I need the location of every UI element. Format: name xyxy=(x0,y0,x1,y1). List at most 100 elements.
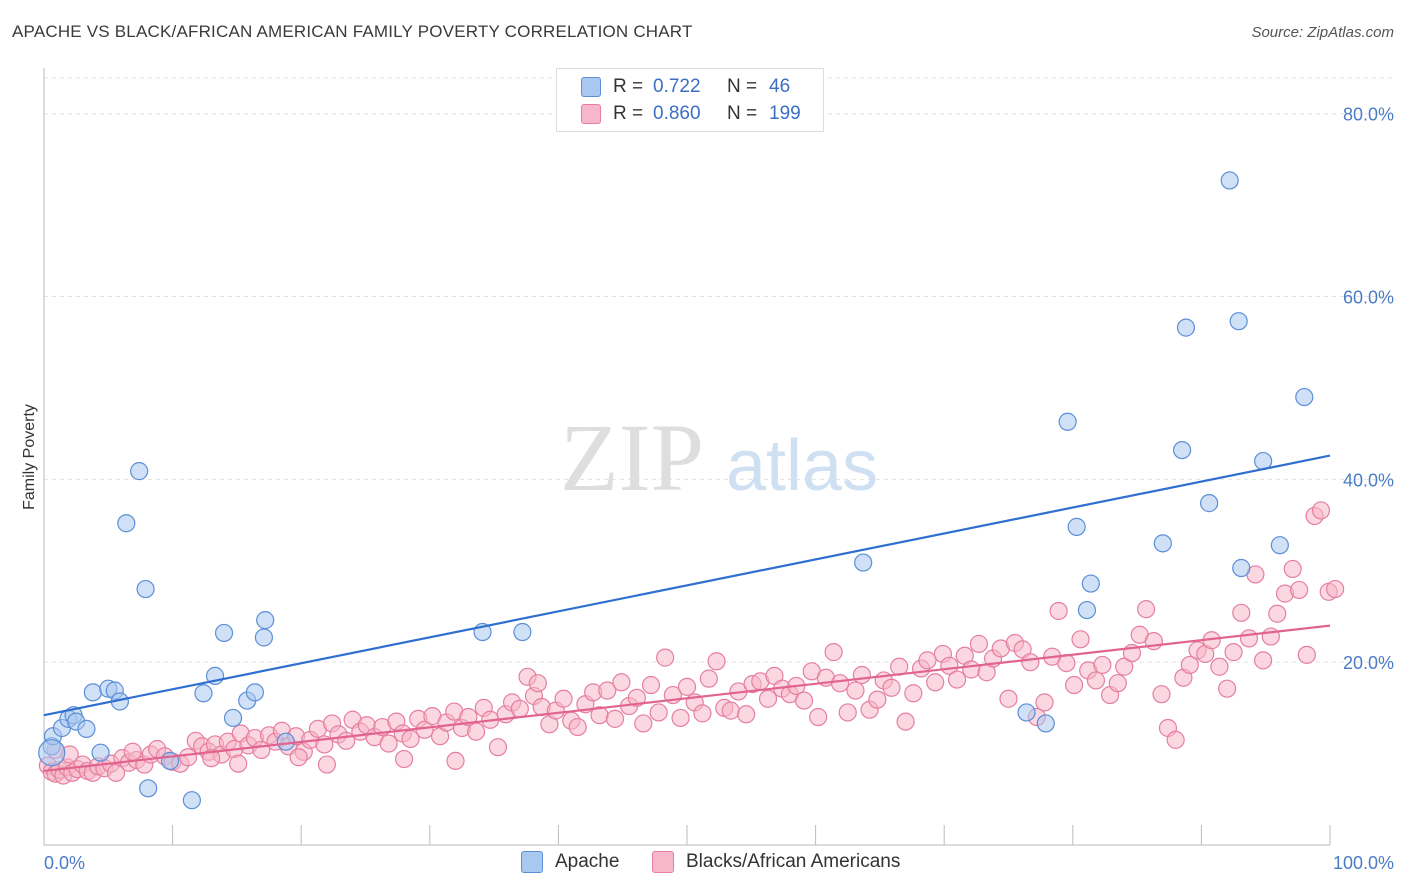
x-tick-label-max: 100.0% xyxy=(1333,853,1394,873)
apache-point xyxy=(139,779,158,798)
watermark: ZIP atlas xyxy=(560,404,878,511)
black-point xyxy=(379,734,398,753)
black-point xyxy=(641,675,661,695)
black-point xyxy=(1290,580,1309,600)
black-point xyxy=(852,665,871,685)
black-point xyxy=(598,681,617,700)
black-point xyxy=(1137,600,1156,619)
black-point xyxy=(947,670,967,689)
black-point xyxy=(446,751,465,771)
black-point xyxy=(794,691,814,710)
legend-row-black: R = 0.860 N = 199 xyxy=(581,102,801,126)
black-point xyxy=(1152,685,1171,704)
black-point xyxy=(1210,657,1229,676)
black-point xyxy=(1297,645,1316,664)
black-point xyxy=(634,714,653,733)
apache-point xyxy=(77,719,96,739)
black-point xyxy=(1232,603,1251,622)
legend-item-black[interactable]: Blacks/African Americans xyxy=(652,851,900,873)
legend-r-value: 0.860 xyxy=(653,103,701,124)
black-point xyxy=(488,738,508,757)
black-point xyxy=(649,703,668,722)
watermark-atlas: atlas xyxy=(726,426,878,506)
apache-point xyxy=(1229,312,1248,331)
legend-n-label: N = xyxy=(727,103,758,124)
black-point xyxy=(1239,629,1259,648)
legend-label-apache: Apache xyxy=(555,851,620,872)
black-point xyxy=(1115,657,1134,676)
apache-series-points xyxy=(38,171,1314,810)
black-point xyxy=(627,688,646,707)
apache-point xyxy=(1036,714,1055,733)
black-point xyxy=(896,712,915,731)
black-point xyxy=(568,717,587,737)
correlation-legend: R = 0.722 N = 46 R = 0.860 N = 199 xyxy=(556,68,824,132)
black-point xyxy=(918,651,937,670)
black-trend-line xyxy=(43,624,1331,773)
y-tick-label: 60.0% xyxy=(1343,288,1394,308)
black-point xyxy=(656,648,675,667)
apache-point xyxy=(1017,703,1036,722)
black-point xyxy=(289,748,308,767)
apache-point xyxy=(1173,441,1192,460)
watermark-zip: ZIP xyxy=(560,404,704,511)
black-series-points xyxy=(38,501,1345,785)
black-point xyxy=(1218,679,1237,698)
legend-n-value: 46 xyxy=(769,76,791,97)
legend-n-value: 199 xyxy=(769,103,801,124)
apache-point xyxy=(117,514,136,533)
black-point xyxy=(904,684,923,703)
black-point xyxy=(1049,601,1068,621)
black-point xyxy=(677,677,697,696)
apache-point xyxy=(136,579,155,599)
apache-point xyxy=(256,611,275,630)
apache-point xyxy=(182,791,201,810)
black-point xyxy=(1268,604,1287,623)
apache-point xyxy=(223,708,243,728)
black-point xyxy=(809,707,828,727)
black-point xyxy=(466,722,486,741)
black-point xyxy=(1326,579,1345,599)
legend-r-label: R = xyxy=(613,76,644,97)
apache-point xyxy=(854,553,873,572)
axes xyxy=(43,68,1331,846)
legend-r-label: R = xyxy=(613,103,644,124)
apache-point xyxy=(1270,536,1289,555)
black-point xyxy=(1064,675,1084,695)
x-tick-label-min: 0.0% xyxy=(44,853,85,873)
black-point xyxy=(1035,693,1054,712)
black-point xyxy=(693,704,712,723)
y-tick-labels: 20.0% 40.0% 60.0% 80.0% xyxy=(1343,105,1394,673)
black-point xyxy=(605,709,625,728)
apache-point xyxy=(91,743,110,762)
black-point xyxy=(1108,674,1127,693)
black-point xyxy=(528,674,547,693)
apache-trend-line xyxy=(43,454,1331,717)
black-point xyxy=(969,634,989,653)
y-tick-label: 20.0% xyxy=(1343,653,1394,673)
black-point xyxy=(178,748,198,767)
black-point xyxy=(882,678,901,697)
apache-point xyxy=(1176,318,1196,337)
apache-point xyxy=(1067,517,1086,536)
black-point xyxy=(737,705,756,724)
black-point xyxy=(317,755,337,774)
black-point xyxy=(846,681,865,700)
black-point xyxy=(1021,653,1040,672)
black-point xyxy=(1180,655,1199,675)
black-point xyxy=(830,674,850,693)
apache-point xyxy=(1200,494,1219,513)
legend-label-black: Blacks/African Americans xyxy=(686,851,901,872)
black-point xyxy=(721,701,740,720)
black-point xyxy=(1311,501,1331,520)
chart-source: Source: ZipAtlas.com xyxy=(1251,24,1394,41)
legend-item-apache[interactable]: Apache xyxy=(521,851,619,873)
apache-point xyxy=(1058,412,1077,431)
trend-lines xyxy=(43,454,1331,773)
black-point xyxy=(671,708,690,728)
black-point xyxy=(1093,655,1112,675)
legend-swatch-black xyxy=(652,851,674,873)
apache-point xyxy=(276,732,295,751)
apache-point xyxy=(1232,558,1251,578)
